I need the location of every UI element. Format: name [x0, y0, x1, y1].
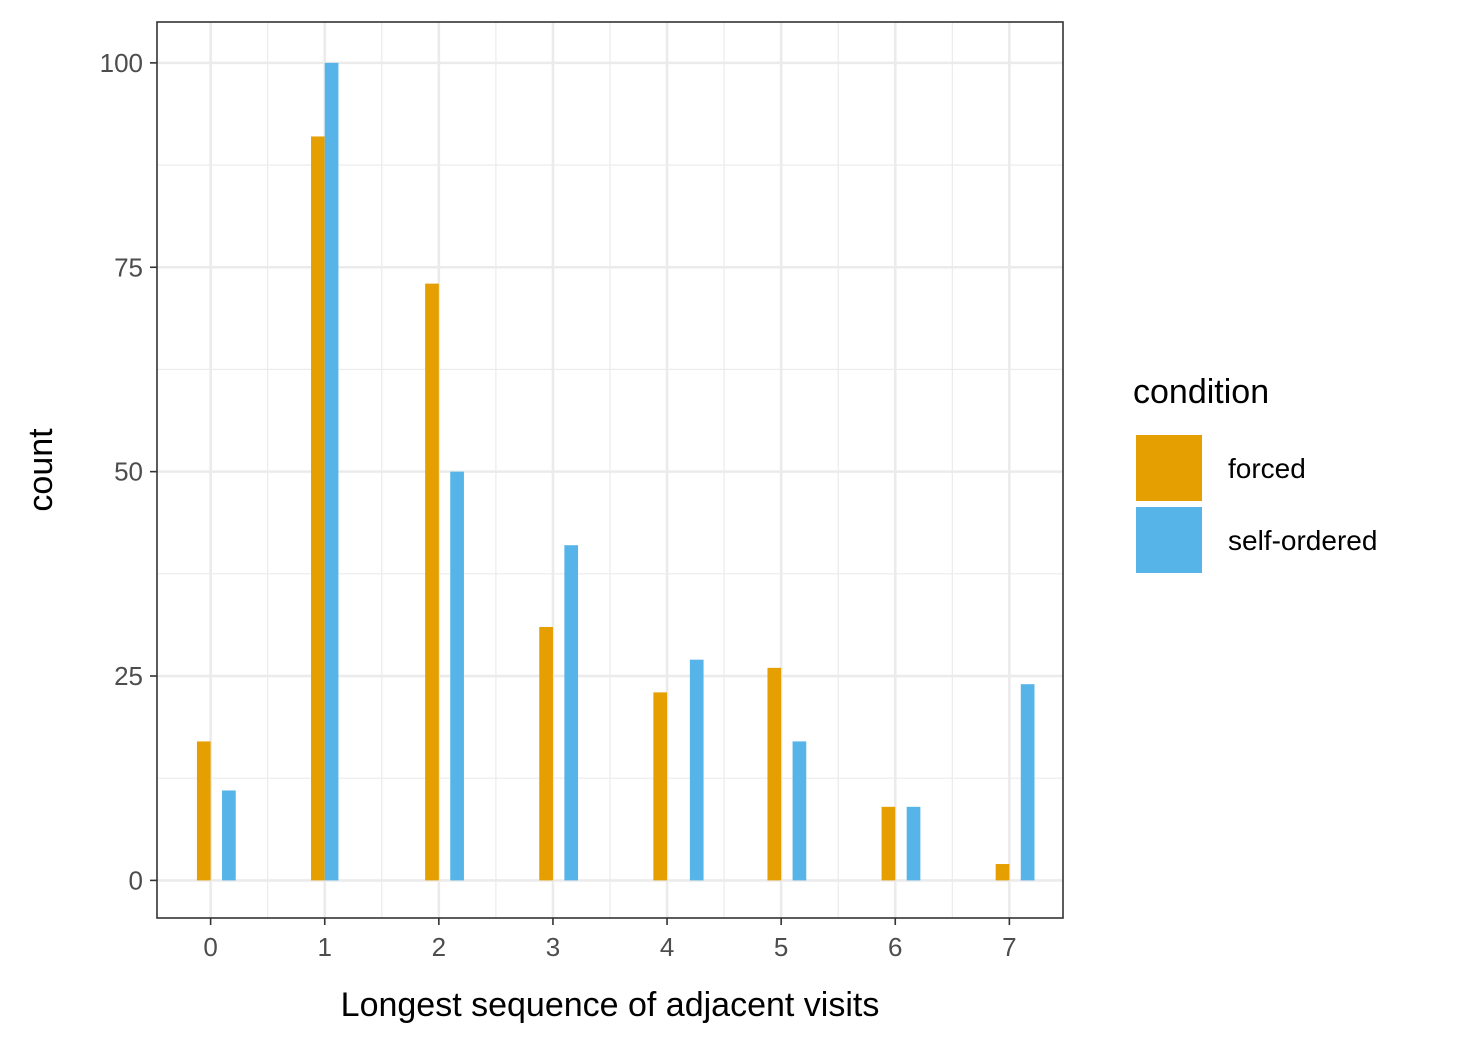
bar-forced	[196, 741, 211, 881]
bar-self-ordered	[324, 62, 339, 881]
y-tick-label: 0	[129, 865, 143, 895]
plot-panel-border	[156, 21, 1064, 919]
y-tick-label: 75	[114, 252, 143, 282]
y-axis: 0 25 50 75 100	[100, 48, 157, 895]
x-tick-label: 1	[318, 932, 332, 962]
bar-forced	[995, 864, 1010, 881]
bar-forced	[425, 283, 439, 881]
bar-self-ordered	[222, 790, 236, 881]
bar-forced	[653, 692, 668, 881]
bar-self-ordered	[450, 471, 464, 881]
bar-self-ordered	[906, 806, 921, 881]
bar-self-ordered	[564, 545, 579, 881]
y-tick-label: 25	[114, 661, 143, 691]
legend-key-self-ordered	[1136, 507, 1202, 573]
legend-label-forced: forced	[1228, 453, 1306, 484]
bar-self-ordered	[1020, 684, 1035, 881]
bar-self-ordered	[689, 659, 704, 881]
x-tick-label: 3	[546, 932, 560, 962]
bars	[196, 62, 1035, 881]
legend-key-forced	[1136, 435, 1202, 501]
x-axis: 0 1 2 3 4 5 6 7	[203, 918, 1017, 962]
x-tick-label: 6	[888, 932, 902, 962]
minor-gridlines	[157, 22, 1063, 918]
bar-self-ordered	[792, 741, 807, 881]
bar-forced	[767, 667, 782, 881]
y-axis-title: count	[22, 428, 60, 512]
x-tick-label: 7	[1002, 932, 1016, 962]
y-tick-label: 50	[114, 457, 143, 487]
bar-forced	[539, 626, 553, 881]
legend-label-self-ordered: self-ordered	[1228, 525, 1377, 556]
x-tick-label: 2	[432, 932, 446, 962]
x-axis-title: Longest sequence of adjacent visits	[341, 986, 880, 1024]
x-tick-label: 4	[660, 932, 674, 962]
bar-forced	[311, 136, 325, 881]
x-tick-label: 5	[774, 932, 788, 962]
bar-forced	[881, 806, 896, 881]
legend-title: condition	[1133, 373, 1269, 411]
x-tick-label: 0	[203, 932, 217, 962]
legend: condition forced self-ordered	[1133, 373, 1377, 573]
y-tick-label: 100	[100, 48, 143, 78]
